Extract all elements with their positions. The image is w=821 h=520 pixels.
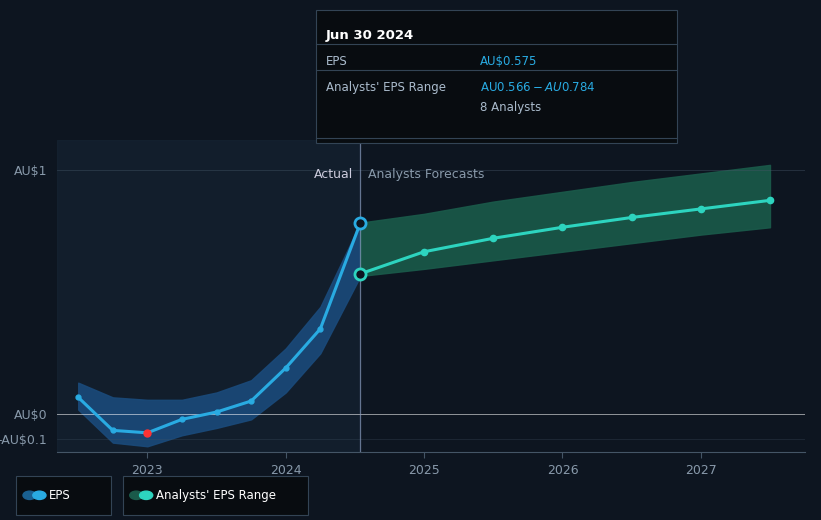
Text: AU$0.566 - AU$0.784: AU$0.566 - AU$0.784 (480, 81, 596, 94)
Text: EPS: EPS (326, 55, 347, 68)
Text: Analysts' EPS Range: Analysts' EPS Range (156, 489, 276, 502)
Text: 8 Analysts: 8 Analysts (480, 101, 542, 114)
Text: Analysts' EPS Range: Analysts' EPS Range (326, 81, 446, 94)
Bar (57, 140, 360, 452)
Text: AU$0.575: AU$0.575 (480, 55, 538, 68)
Text: Jun 30 2024: Jun 30 2024 (326, 29, 414, 42)
Text: EPS: EPS (49, 489, 71, 502)
Text: Actual: Actual (314, 168, 353, 181)
Text: Analysts Forecasts: Analysts Forecasts (368, 168, 484, 181)
